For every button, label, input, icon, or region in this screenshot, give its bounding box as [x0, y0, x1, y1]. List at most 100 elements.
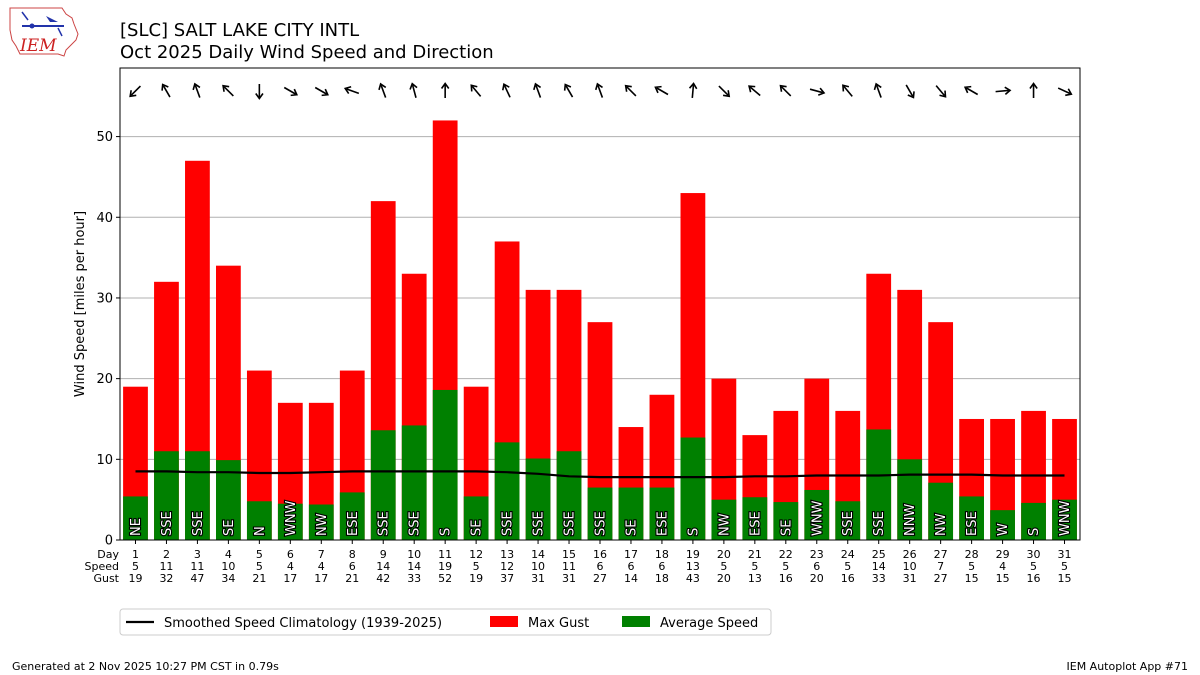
speed-value: 6	[349, 560, 356, 573]
y-tick-label-30: 30	[96, 291, 113, 306]
gust-value: 31	[562, 572, 576, 585]
direction-arrow-head	[939, 90, 947, 98]
speed-value: 4	[318, 560, 325, 573]
legend: Smoothed Speed Climatology (1939-2025) M…	[119, 608, 772, 636]
row-label-gust: Gust	[93, 572, 119, 585]
average-speed-bar	[711, 499, 737, 540]
direction-arrow	[129, 85, 141, 98]
gust-value: 16	[779, 572, 793, 585]
direction-arrow-head	[378, 82, 387, 91]
direction-label: SE	[222, 520, 237, 536]
direction-label: SE	[624, 520, 639, 536]
legend-gust-label: Max Gust	[528, 616, 589, 631]
day-number: 11	[438, 548, 452, 561]
direction-arrow	[563, 83, 574, 98]
average-speed-bar	[1021, 502, 1046, 540]
direction-arrow	[314, 86, 329, 97]
average-speed-bar	[990, 510, 1015, 540]
average-speed-bar	[525, 458, 551, 540]
direction-arrow-shaft	[162, 85, 171, 98]
average-speed-bar	[185, 451, 210, 540]
legend-gust-swatch	[490, 616, 518, 627]
gust-value: 14	[624, 572, 638, 585]
generated-timestamp: Generated at 2 Nov 2025 10:27 PM CST in …	[12, 660, 279, 673]
average-speed-bar	[1052, 499, 1077, 540]
direction-label: SSE	[377, 511, 392, 536]
direction-arrow-shaft	[380, 85, 387, 98]
day-number: 9	[380, 548, 387, 561]
gust-value: 21	[252, 572, 266, 585]
gust-value: 19	[469, 572, 483, 585]
speed-value: 5	[751, 560, 758, 573]
direction-arrow-head	[779, 84, 787, 92]
day-number: 14	[531, 548, 545, 561]
direction-arrow	[688, 82, 698, 99]
direction-arrow-head	[654, 85, 662, 94]
direction-label: SSE	[501, 511, 516, 536]
direction-arrow	[255, 84, 264, 100]
direction-arrow-head	[1004, 86, 1012, 95]
direction-label: N	[253, 526, 268, 536]
speed-value: 4	[999, 560, 1006, 573]
direction-arrow-shaft	[1057, 87, 1071, 95]
direction-arrow-shaft	[565, 85, 574, 98]
day-number: 26	[903, 548, 917, 561]
direction-label: NE	[129, 518, 144, 536]
direction-arrow-head	[533, 82, 542, 91]
direction-arrow-shaft	[966, 87, 979, 96]
speed-value: 19	[438, 560, 452, 573]
direction-arrow	[1029, 82, 1038, 98]
day-number: 8	[349, 548, 356, 561]
average-speed-bars	[123, 389, 1077, 540]
direction-arrow-head	[470, 84, 478, 92]
direction-arrow-shaft	[809, 88, 823, 94]
direction-label: WNW	[1058, 500, 1073, 536]
gust-value: 52	[438, 572, 452, 585]
speed-value: 11	[159, 560, 173, 573]
average-speed-bar	[308, 504, 334, 540]
gust-value: 27	[593, 572, 607, 585]
average-speed-bar	[370, 430, 396, 540]
daily-value-table: 1519211323114741034552164177417862191442…	[128, 540, 1072, 585]
direction-arrow	[779, 84, 792, 97]
direction-arrow	[963, 85, 979, 96]
direction-label: SSE	[841, 511, 856, 536]
speed-value: 12	[500, 560, 514, 573]
average-speed-bar	[587, 487, 613, 540]
legend-average-label: Average Speed	[660, 616, 758, 631]
speed-value: 11	[190, 560, 204, 573]
direction-label: SE	[470, 520, 485, 536]
speed-value: 14	[872, 560, 886, 573]
gust-value: 33	[872, 572, 886, 585]
speed-value: 6	[813, 560, 820, 573]
day-number: 21	[748, 548, 762, 561]
gust-value: 34	[221, 572, 235, 585]
average-speed-bar	[773, 502, 799, 540]
direction-arrow	[873, 82, 882, 98]
direction-label: SSE	[594, 511, 609, 536]
direction-arrow	[935, 85, 947, 98]
gust-value: 16	[1027, 572, 1041, 585]
average-speed-bar	[835, 501, 861, 540]
day-number: 25	[872, 548, 886, 561]
gust-value: 15	[996, 572, 1010, 585]
day-number: 5	[256, 548, 263, 561]
day-number: 18	[655, 548, 669, 561]
day-number: 10	[407, 548, 421, 561]
direction-label: WNW	[810, 500, 825, 536]
day-number: 13	[500, 548, 514, 561]
direction-arrow-shaft	[905, 84, 914, 97]
direction-arrow-head	[501, 82, 510, 91]
direction-arrow-shaft	[503, 85, 511, 98]
speed-value: 14	[376, 560, 390, 573]
day-number: 12	[469, 548, 483, 561]
direction-arrow-shaft	[283, 86, 296, 95]
average-speed-bar	[246, 501, 272, 540]
direction-arrow	[842, 84, 853, 97]
gust-value: 27	[934, 572, 948, 585]
direction-arrow-shaft	[875, 85, 882, 98]
day-number: 7	[318, 548, 325, 561]
climatology-line	[135, 470, 1065, 479]
direction-arrow	[809, 87, 826, 96]
